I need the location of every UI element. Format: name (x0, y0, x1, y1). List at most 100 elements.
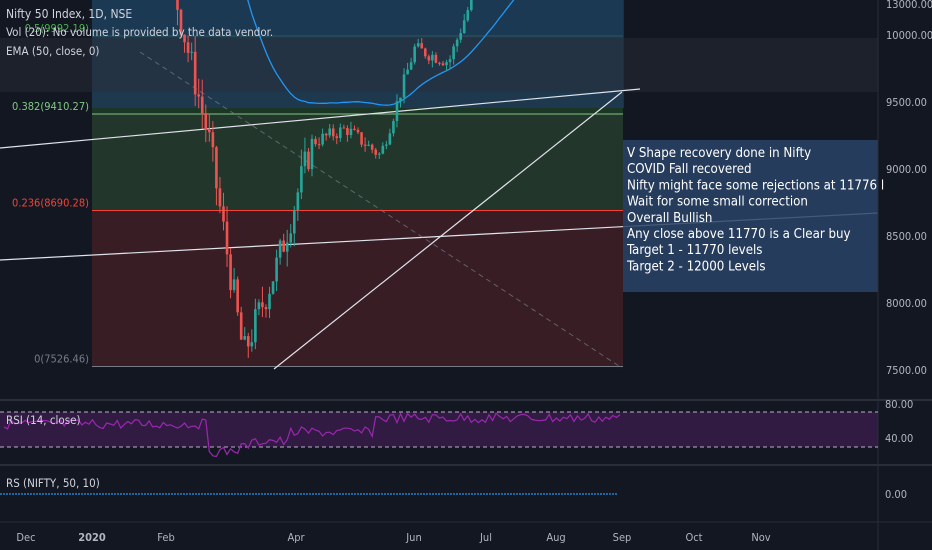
candle-body (374, 149, 378, 155)
annotation-box[interactable] (623, 140, 878, 292)
candle-body (246, 336, 250, 347)
candle-body (250, 342, 254, 347)
candle-body (225, 221, 229, 255)
time-tick: Dec (16, 531, 35, 544)
candle-body (243, 336, 247, 340)
price-tick: 9000.00 (886, 163, 927, 176)
candle-body (335, 136, 339, 139)
rs-tick-0: 0.00 (885, 488, 907, 501)
candle-body (441, 63, 445, 66)
candle-body (409, 62, 413, 70)
price-tick: 7500.00 (886, 364, 927, 377)
candle-body (445, 62, 448, 66)
candle-body (356, 129, 360, 133)
candle-body (282, 240, 285, 252)
candle-body (275, 257, 278, 282)
candle-body (438, 62, 441, 64)
candle-body (232, 279, 236, 291)
price-tick: 8000.00 (886, 297, 927, 310)
candle-body (236, 279, 239, 313)
candle-body (268, 293, 271, 310)
candle-body (222, 206, 225, 222)
candle-body (211, 132, 215, 148)
price-tick: 8500.00 (886, 230, 927, 243)
price-tick: 10000.00 (886, 29, 932, 42)
candle-body (254, 309, 257, 343)
candle-body (239, 312, 243, 340)
candle-body (363, 144, 367, 146)
annotation-line: Nifty might face some rejections at 1177… (627, 178, 884, 193)
volume-note: Vol (20): No volume is provided by the d… (6, 25, 273, 39)
candle-body (381, 145, 385, 154)
candle-body (420, 43, 424, 49)
candle-body (190, 51, 193, 53)
candle-body (360, 132, 363, 145)
fib-level-label: 0.5(9992.19) (25, 22, 90, 35)
rsi-tick-40: 40.00 (885, 432, 913, 445)
candle-body (292, 209, 296, 234)
time-axis[interactable]: Dec 2020 Feb Apr Jun Jul Aug Sep Oct Nov (16, 531, 770, 544)
rs-legend: RS (NIFTY, 50, 10) (6, 476, 100, 490)
candle-body (370, 144, 374, 150)
time-tick: 2020 (78, 531, 106, 544)
candle-body (342, 127, 346, 129)
candle-body (314, 138, 317, 145)
fib-level-label: 0(7526.46) (34, 352, 89, 365)
candle-body (416, 43, 420, 47)
candle-body (402, 74, 406, 98)
support-trendline[interactable] (273, 91, 623, 370)
upper-trendline[interactable] (0, 88, 641, 149)
candle-body (346, 128, 349, 136)
candle-body (296, 192, 300, 210)
rsi-legend: RSI (14, close) (6, 413, 81, 427)
candle-body (197, 94, 201, 97)
price-tick: 9500.00 (886, 96, 927, 109)
candle-body (321, 133, 324, 145)
time-tick: Oct (685, 531, 702, 544)
candle-body (303, 151, 307, 167)
candle-body (186, 42, 190, 53)
candle-body (300, 166, 303, 193)
candle-body (278, 240, 282, 258)
price-axis[interactable]: 13000.0011000.0010500.0010000.009500.009… (886, 0, 932, 377)
candle-body (367, 144, 370, 146)
candle-body (406, 69, 409, 75)
candle-body (218, 188, 222, 207)
annotation-line: Target 2 - 12000 Levels (626, 259, 766, 274)
candle-body (388, 133, 392, 145)
candle-body (395, 101, 399, 122)
fib-zone (92, 114, 623, 211)
symbol-title: Nifty 50 Index, 1D, NSE (6, 7, 132, 21)
candle-body (310, 138, 314, 170)
rsi-line (3, 412, 621, 458)
candle-body (448, 59, 452, 63)
candle-body (179, 9, 183, 35)
annotation-line: Wait for some small correction (627, 195, 808, 210)
candle-body (353, 128, 356, 130)
candle-body (452, 46, 455, 60)
annotation-line: Overall Bullish (627, 211, 712, 226)
rsi-tick-80: 80.00 (885, 398, 913, 411)
candle-body (324, 133, 328, 136)
candle-body (377, 153, 381, 155)
candle-body (392, 121, 395, 134)
time-tick: Sep (613, 531, 632, 544)
fib-zone (92, 210, 623, 367)
candle-body (423, 48, 427, 57)
annotation-line: V Shape recovery done in Nifty (627, 146, 811, 161)
fall-projection-line (139, 51, 623, 369)
fib-level-label: 0.236(8690.28) (12, 197, 89, 210)
candle-body (271, 281, 275, 294)
candle-body (434, 54, 438, 63)
candle-body (229, 254, 232, 291)
time-tick: Aug (546, 531, 565, 544)
candle-body (413, 46, 416, 63)
candle-body (183, 34, 186, 43)
time-tick: Jun (405, 531, 421, 544)
price-tick: 13000.00 (886, 0, 932, 11)
candle-body (470, 0, 473, 11)
candle-body (455, 39, 459, 47)
candle-body (307, 151, 310, 170)
